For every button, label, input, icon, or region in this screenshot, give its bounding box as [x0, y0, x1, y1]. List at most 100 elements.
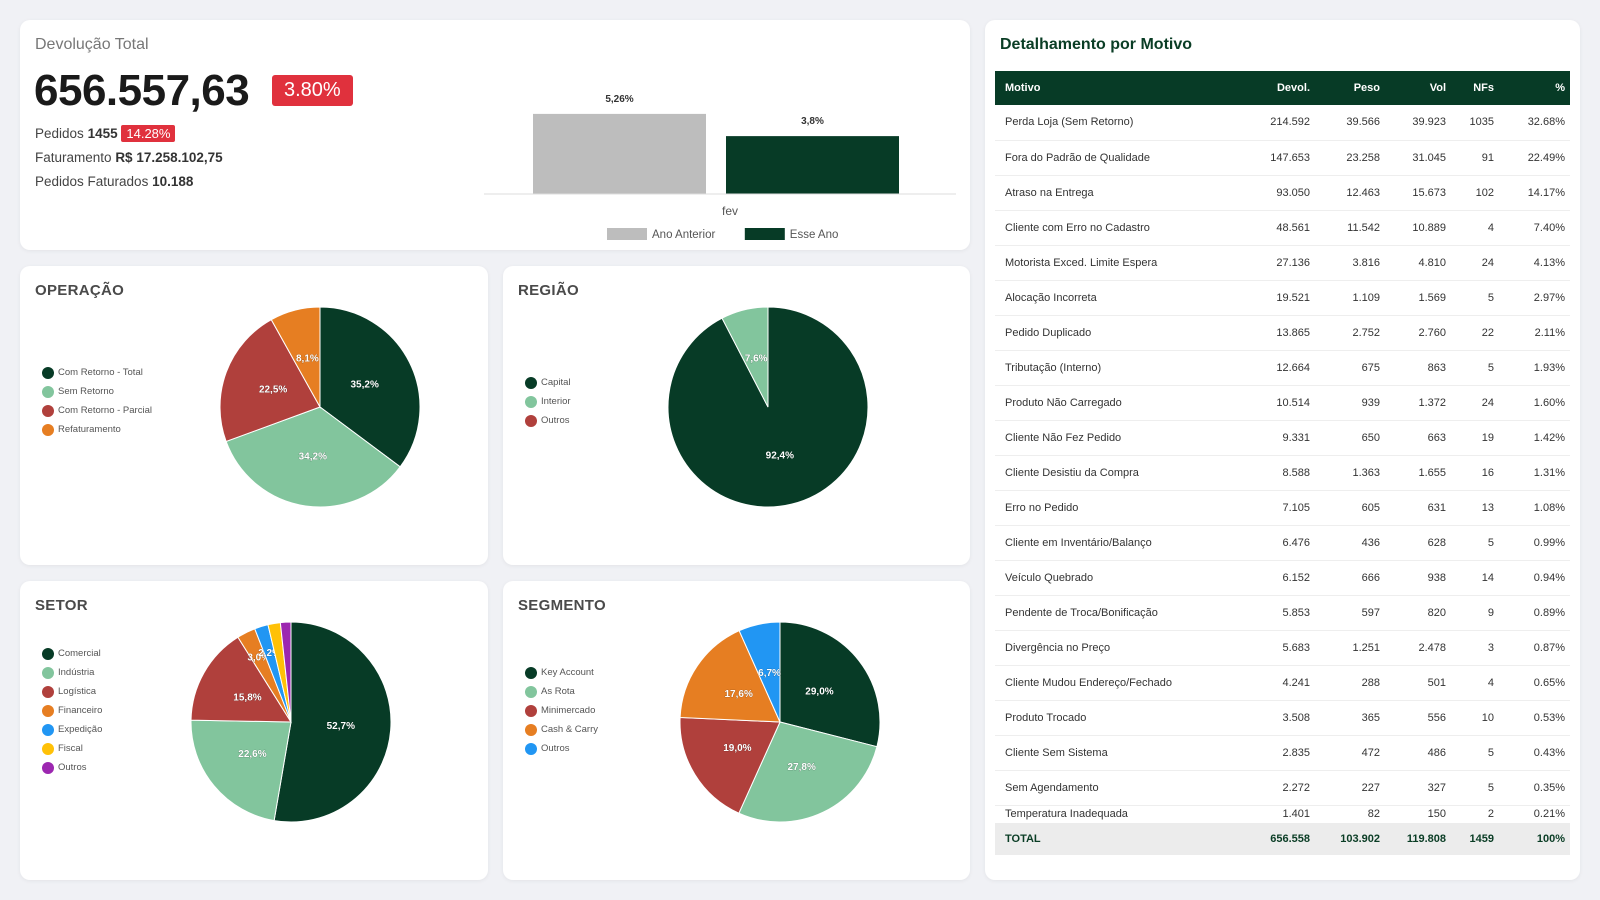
legend-dot: [42, 404, 54, 417]
legend-item-refaturamento: Refaturamento: [42, 420, 152, 439]
table-cell: Pedido Duplicado: [995, 315, 1235, 351]
pie-slice-com-retorno-total: [319, 306, 421, 468]
table-row[interactable]: Produto Não Carregado 10.514 939 1.372 24 1.6…: [995, 385, 1570, 421]
table-row[interactable]: Divergência no Preço 5.683 1.251 2.478 3 0.87…: [995, 630, 1570, 666]
table-cell: Atraso na Entrega: [995, 175, 1235, 211]
table-cell: 7.105: [1235, 490, 1315, 526]
table-cell: 6.152: [1235, 560, 1315, 596]
pie-slice-label: 2,2%: [258, 648, 281, 659]
table-row[interactable]: Pendente de Troca/Bonificação 5.853 597 820…: [995, 595, 1570, 631]
legend-item-com-retorno-parcial: Com Retorno - Parcial: [42, 401, 152, 420]
table-cell: 605: [1315, 490, 1385, 526]
table-row[interactable]: Perda Loja (Sem Retorno) 214.592 39.566 39.…: [995, 105, 1570, 141]
region-pie-chart: 92,4% 7,6%: [667, 306, 869, 508]
kpi-title: Devolução Total: [35, 36, 149, 53]
pie-slice-label: 92,4%: [766, 451, 794, 462]
billed-orders-label: Pedidos Faturados: [35, 174, 149, 189]
table-row[interactable]: Cliente em Inventário/Balanço 6.476 436 628…: [995, 525, 1570, 561]
legend-item-logistica: Logística: [42, 682, 102, 701]
table-cell: Cliente Sem Sistema: [995, 735, 1235, 771]
pie-slice-outros: [279, 621, 292, 723]
legend-dot: [42, 685, 54, 698]
pie-slice-label: 3,0%: [247, 653, 270, 664]
legend-label: Refaturamento: [58, 424, 121, 435]
table-row[interactable]: Pedido Duplicado 13.865 2.752 2.760 22 2.11%: [995, 315, 1570, 351]
bar-ano-anterior: [533, 113, 706, 194]
legend-item-outros: Outros: [525, 739, 598, 758]
legend-label: Indústria: [58, 667, 95, 678]
pie-slice-logistica: [190, 636, 292, 723]
column-header-devol[interactable]: Devol.: [1235, 71, 1315, 105]
table-cell: 12.463: [1315, 175, 1385, 211]
table-cell: 16: [1451, 455, 1499, 491]
table-cell: Produto Trocado: [995, 700, 1235, 736]
table-cell: Temperatura Inadequada: [1005, 807, 1128, 820]
table-row[interactable]: Produto Trocado 3.508 365 556 10 0.53%: [995, 700, 1570, 736]
sector-pie-chart: 52,7% 22,6% 15,8% 3,0%2,2%: [190, 621, 392, 823]
table-cell: 0.94%: [1499, 560, 1570, 596]
table-cell: 10.889: [1385, 210, 1451, 246]
legend-dot: [525, 723, 537, 736]
pie-slice-refaturamento: [270, 306, 321, 409]
table-row[interactable]: Temperatura Inadequada 1.401 82 150 2 0.21%: [995, 805, 1570, 823]
table-row[interactable]: Sem Agendamento 2.272 227 327 5 0.35%: [995, 770, 1570, 806]
table-row[interactable]: Alocação Incorreta 19.521 1.109 1.569 5 2.97%: [995, 280, 1570, 316]
table-cell: Veículo Quebrado: [995, 560, 1235, 596]
column-header-motivo[interactable]: Motivo: [995, 71, 1235, 105]
legend-label: Com Retorno - Total: [58, 367, 143, 378]
pie-slice-label: 29,0%: [805, 686, 833, 697]
table-cell: 12.664: [1235, 350, 1315, 386]
table-row[interactable]: Cliente Sem Sistema 2.835 472 486 5 0.43%: [995, 735, 1570, 771]
table-cell: 0.21%: [1533, 807, 1565, 820]
legend-swatch-esse-ano: [744, 228, 785, 240]
table-cell: 0.43%: [1499, 735, 1570, 771]
table-row[interactable]: Fora do Padrão de Qualidade 147.653 23.258…: [995, 140, 1570, 176]
legend-item-outros: Outros: [525, 411, 571, 430]
pie-slice-label: 35,2%: [351, 380, 379, 391]
column-header-[interactable]: %: [1499, 71, 1570, 105]
table-row[interactable]: Atraso na Entrega 93.050 12.463 15.673 102 14…: [995, 175, 1570, 211]
table-row[interactable]: Cliente Mudou Endereço/Fechado 4.241 288 50…: [995, 665, 1570, 701]
table-cell: 2: [1487, 807, 1494, 820]
table-cell: 11.542: [1315, 210, 1385, 246]
table-row[interactable]: Cliente com Erro no Cadastro 48.561 11.542…: [995, 210, 1570, 246]
orders-value: 1455: [87, 126, 118, 141]
table-cell: 2.835: [1235, 735, 1315, 771]
region-legend: Capital Interior Outros: [525, 373, 571, 430]
segment-pie-card: SEGMENTO Key Account As Rota Minimercado Ca…: [503, 581, 970, 880]
region-chart-title: REGIÃO: [518, 282, 579, 299]
table-total-row: TOTAL 656.558 103.902 119.808 1459 100%: [995, 823, 1570, 855]
table-cell: 22.49%: [1499, 140, 1570, 176]
column-header-vol[interactable]: Vol: [1385, 71, 1451, 105]
pie-slice-label: 19,0%: [723, 743, 751, 754]
table-row[interactable]: Veículo Quebrado 6.152 666 938 14 0.94%: [995, 560, 1570, 596]
legend-dot: [42, 385, 54, 398]
legend-item-capital: Capital: [525, 373, 571, 392]
operation-legend: Com Retorno - Total Sem Retorno Com Retorn…: [42, 363, 152, 439]
column-header-peso[interactable]: Peso: [1315, 71, 1385, 105]
column-header-nfs[interactable]: NFs: [1451, 71, 1499, 105]
orders-percent-badge: 14.28%: [121, 125, 176, 142]
table-cell: Cliente em Inventário/Balanço: [995, 525, 1235, 561]
legend-item-outros: Outros: [42, 758, 102, 777]
table-cell: 7.40%: [1499, 210, 1570, 246]
table-row[interactable]: Tributação (Interno) 12.664 675 863 5 1.93%: [995, 350, 1570, 386]
table-cell: 0.53%: [1499, 700, 1570, 736]
pie-slice-label: 7,6%: [745, 353, 768, 364]
legend-item-comercial: Comercial: [42, 644, 102, 663]
table-cell: 24: [1451, 245, 1499, 281]
total-cell: 119.808: [1385, 823, 1451, 855]
table-row[interactable]: Motorista Exced. Limite Espera 27.136 3.81…: [995, 245, 1570, 281]
table-row[interactable]: Erro no Pedido 7.105 605 631 13 1.08%: [995, 490, 1570, 526]
pie-slice-label: 6,7%: [758, 668, 781, 679]
table-row[interactable]: Cliente Desistiu da Compra 8.588 1.363 1.65…: [995, 455, 1570, 491]
sector-pie-card: SETOR Comercial Indústria Logística Finance…: [20, 581, 488, 880]
table-cell: 82: [1367, 807, 1380, 820]
legend-label-esse-ano: Esse Ano: [790, 229, 839, 241]
table-cell: 0.87%: [1499, 630, 1570, 666]
table-cell: 1.251: [1315, 630, 1385, 666]
legend-label: Com Retorno - Parcial: [58, 405, 152, 416]
bar-value-label: 5,26%: [605, 94, 633, 105]
table-cell: 214.592: [1235, 105, 1315, 141]
table-row[interactable]: Cliente Não Fez Pedido 9.331 650 663 19 1.42%: [995, 420, 1570, 456]
